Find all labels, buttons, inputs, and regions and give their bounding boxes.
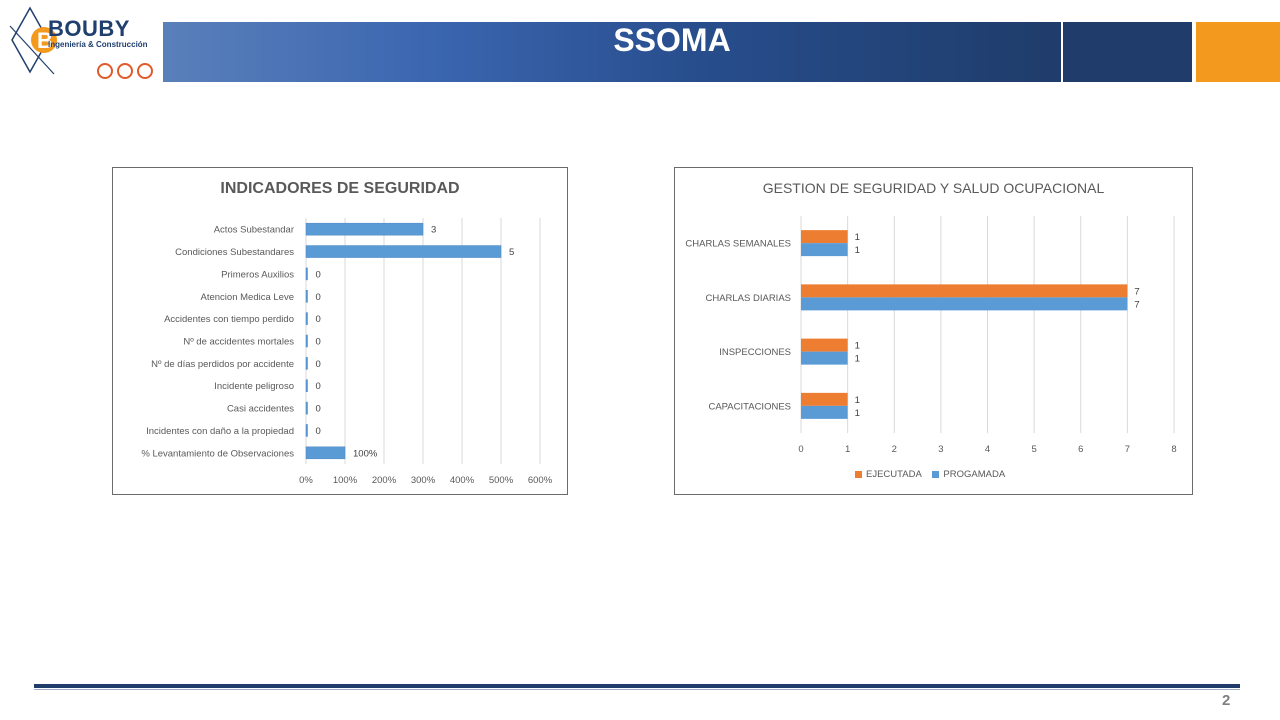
data-label: 0 — [316, 426, 321, 437]
data-label: 7 — [1134, 299, 1139, 310]
page-number: 2 — [1222, 692, 1231, 709]
data-label: 0 — [316, 381, 321, 392]
bar — [305, 267, 308, 281]
x-tick-label: 6 — [1078, 444, 1083, 455]
header-accent — [1196, 22, 1280, 82]
bar — [305, 334, 308, 348]
legend-item-ejecutada: EJECUTADA — [855, 469, 922, 480]
bar-ejecutada — [801, 338, 848, 352]
data-label: 1 — [855, 408, 860, 419]
bar-progamada — [801, 243, 848, 257]
bar-progamada — [801, 405, 848, 419]
data-label: 0 — [316, 292, 321, 303]
chart-legend: EJECUTADA PROGAMADA — [855, 469, 1013, 481]
x-tick-label: 500% — [489, 475, 514, 486]
legend-swatch — [855, 471, 862, 478]
x-tick-label: 200% — [372, 475, 397, 486]
x-tick-label: 300% — [411, 475, 436, 486]
bar — [305, 222, 424, 236]
data-label: 3 — [431, 225, 436, 236]
category-label: % Levantamiento de Observaciones — [141, 448, 294, 459]
indicadores-chart-plot: 0% 100% 200% 300% 400% 500% 600% Actos Subestan… — [141, 218, 553, 486]
category-label: INSPECCIONES — [719, 347, 791, 358]
gestion-chart: GESTION DE SEGURIDAD Y SALUD OCUPACIONAL… — [674, 167, 1193, 495]
legend-swatch — [932, 471, 940, 478]
brand-name: BOUBY — [48, 16, 130, 41]
page-title: SSOMA — [613, 22, 731, 58]
x-tick-label: 0 — [798, 444, 803, 455]
x-tick-label: 5 — [1031, 444, 1036, 455]
bar — [305, 424, 308, 437]
x-tick-label: 0% — [299, 475, 313, 486]
x-tick-label: 600% — [528, 475, 553, 486]
data-label: 1 — [855, 341, 860, 352]
category-label: CHARLAS DIARIAS — [705, 293, 791, 304]
bar — [305, 401, 308, 415]
chart-title: INDICADORES DE SEGURIDAD — [220, 180, 460, 197]
header-block — [1063, 22, 1192, 82]
x-tick-label: 100% — [333, 475, 358, 486]
data-label: 1 — [855, 232, 860, 243]
svg-text:B: B — [37, 28, 53, 53]
footer-rule — [34, 684, 1240, 688]
indicadores-chart: INDICADORES DE SEGURIDAD 0% 100% 200% 300% 4… — [112, 167, 568, 495]
category-label: Condiciones Subestandares — [175, 247, 294, 258]
category-label: Nº de accidentes mortales — [183, 337, 294, 348]
category-label: Nº de días perdidos por accidente — [151, 359, 294, 370]
data-label: 0 — [316, 314, 321, 325]
chart-title: GESTION DE SEGURIDAD Y SALUD OCUPACIONAL — [762, 180, 1105, 196]
header-bar: SSOMA — [163, 22, 1061, 82]
data-label: 0 — [316, 269, 321, 280]
x-tick-label: 3 — [938, 444, 943, 455]
bar — [305, 379, 308, 392]
bar-progamada — [801, 351, 848, 365]
logo-mark-icon: B — [9, 6, 153, 79]
category-label: CAPACITACIONES — [708, 401, 791, 412]
legend-label: PROGAMADA — [943, 469, 1006, 480]
category-label: Actos Subestandar — [214, 225, 294, 236]
x-tick-label: 7 — [1125, 444, 1130, 455]
bar — [305, 446, 346, 460]
data-label: 7 — [1134, 286, 1139, 297]
data-label: 0 — [316, 404, 321, 415]
category-label: Atencion Medica Leve — [201, 292, 294, 303]
legend-item-progamada: PROGAMADA — [932, 469, 1005, 480]
x-tick-label: 2 — [892, 444, 897, 455]
data-label: 1 — [855, 245, 860, 256]
category-label: CHARLAS SEMANALES — [685, 239, 791, 250]
bar — [305, 312, 308, 325]
company-logo: B BOUBY Ingeniería & Construcción — [8, 4, 158, 84]
x-tick-label: 8 — [1171, 444, 1176, 455]
category-label: Incidentes con daño a la propiedad — [146, 426, 294, 437]
data-label: 0 — [316, 337, 321, 348]
footer-rule-thin — [34, 689, 1240, 690]
data-label: 1 — [855, 395, 860, 406]
x-tick-label: 400% — [450, 475, 475, 486]
bar-ejecutada — [801, 284, 1128, 298]
category-label: Incidente peligroso — [214, 381, 294, 392]
bar-ejecutada — [801, 392, 848, 406]
category-label: Primeros Auxilios — [221, 269, 294, 280]
bar — [305, 245, 502, 258]
bar — [305, 357, 308, 370]
data-label: 1 — [855, 354, 860, 365]
data-label: 0 — [316, 359, 321, 370]
data-label: 5 — [509, 247, 514, 258]
brand-subtitle: Ingeniería & Construcción — [48, 40, 148, 49]
bar-ejecutada — [801, 230, 848, 244]
gestion-chart-plot: 0 1 2 3 4 5 6 7 8 CHARLAS SEMANALES 1 1 CHARLAS DIAR… — [685, 216, 1177, 455]
legend-label: EJECUTADA — [866, 469, 922, 480]
bar — [305, 290, 308, 303]
category-label: Casi accidentes — [227, 404, 294, 415]
data-label: 100% — [353, 448, 378, 459]
x-tick-label: 4 — [985, 444, 990, 455]
category-label: Accidentes con tiempo perdido — [164, 314, 294, 325]
x-tick-label: 1 — [845, 444, 850, 455]
bar-progamada — [801, 297, 1128, 311]
